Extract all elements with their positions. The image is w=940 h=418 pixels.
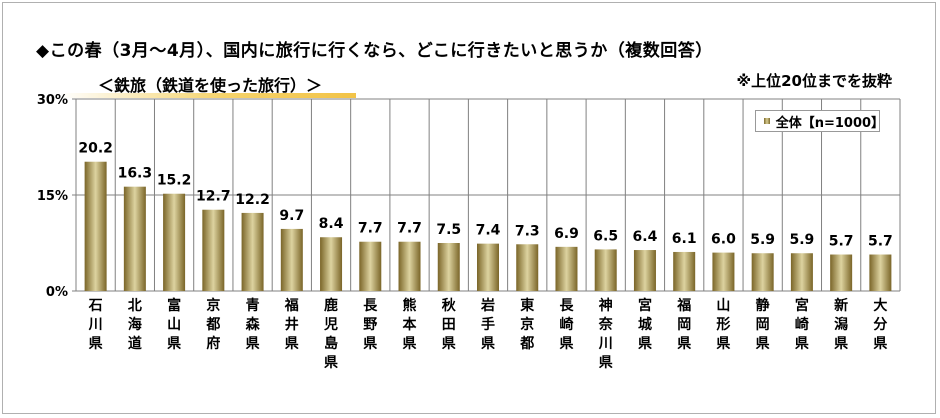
bar [398,241,421,291]
bar-value-label: 6.4 [633,229,658,245]
category-label: 宮崎県 [795,297,809,352]
bar [516,244,539,291]
legend-swatch [764,118,770,124]
category-label: 鹿児島県 [323,297,338,371]
bar-value-label: 16.3 [118,166,153,182]
bar [830,254,853,291]
category-label: 静岡県 [756,297,770,352]
y-tick-label: 30% [37,93,68,108]
bar-value-label: 7.4 [476,223,501,239]
category-label: 福井県 [284,297,299,352]
bar [84,161,107,291]
category-label: 東京都 [519,297,534,352]
bar-value-label: 6.1 [672,231,697,247]
bar [555,246,578,291]
bar [320,237,343,291]
bar-value-label: 6.0 [711,232,736,248]
bar [790,253,813,291]
category-label: 山形県 [716,298,730,352]
subtitle-highlight [60,93,356,98]
bar-value-label: 20.2 [78,141,113,157]
bar-value-label: 12.2 [235,192,270,208]
bar-value-label: 5.7 [829,234,854,250]
category-label: 神奈川県 [598,297,614,371]
bar-value-label: 5.9 [789,232,814,248]
chart-title: ◆この春（3月～4月）、国内に旅行に行くなら、どこに行きたいと思うか（複数回答） [36,41,713,61]
bar [437,243,460,291]
bar [123,186,146,291]
bar [751,253,774,291]
category-label: 秋田県 [442,297,457,352]
category-label: 大分県 [873,297,887,352]
chart-note: ※上位20位までを抜粋 [736,72,892,90]
bar-value-label: 5.7 [868,234,893,250]
category-label: 長野県 [363,298,378,352]
bar-value-label: 6.5 [593,228,618,244]
category-label: 石川県 [88,298,103,352]
y-tick-label: 0% [46,285,68,300]
bar-value-label: 5.9 [750,232,775,248]
bar-value-label: 9.7 [279,208,304,224]
category-label: 新潟県 [834,297,848,352]
bar-value-label: 7.5 [436,222,461,238]
bar [202,209,225,291]
category-label: 京都府 [205,297,220,352]
bar-value-label: 15.2 [157,173,192,189]
bar-value-label: 7.3 [515,223,540,239]
bar-value-label: 12.7 [196,189,231,205]
bar [673,251,696,291]
chart-frame [2,2,936,414]
y-tick-label: 15% [37,189,68,204]
chart-subtitle: ＜鉄旅（鉄道を使った旅行）＞ [98,76,323,95]
category-label: 北海道 [128,298,142,352]
category-label: 富山県 [167,297,181,352]
bar [633,250,656,291]
category-label: 青森県 [246,297,261,352]
bar [163,193,186,291]
category-label: 福岡県 [676,297,691,352]
category-label: 岩手県 [480,297,495,352]
legend: 全体【n=1000】 [755,110,885,132]
bar [359,241,382,291]
legend-label: 全体【n=1000】 [775,115,885,131]
bar-value-label: 7.7 [358,221,383,237]
bar-value-label: 6.9 [554,226,579,242]
bar-value-label: 7.7 [397,221,422,237]
bar-value-label: 8.4 [319,216,344,232]
category-label: 熊本県 [403,297,418,352]
category-label: 長崎県 [559,298,574,352]
category-label: 宮城県 [638,297,652,352]
bar [241,212,264,291]
bar [712,252,735,291]
bar [477,243,499,291]
bar [280,228,303,291]
bar [869,254,892,291]
bar [594,249,617,291]
